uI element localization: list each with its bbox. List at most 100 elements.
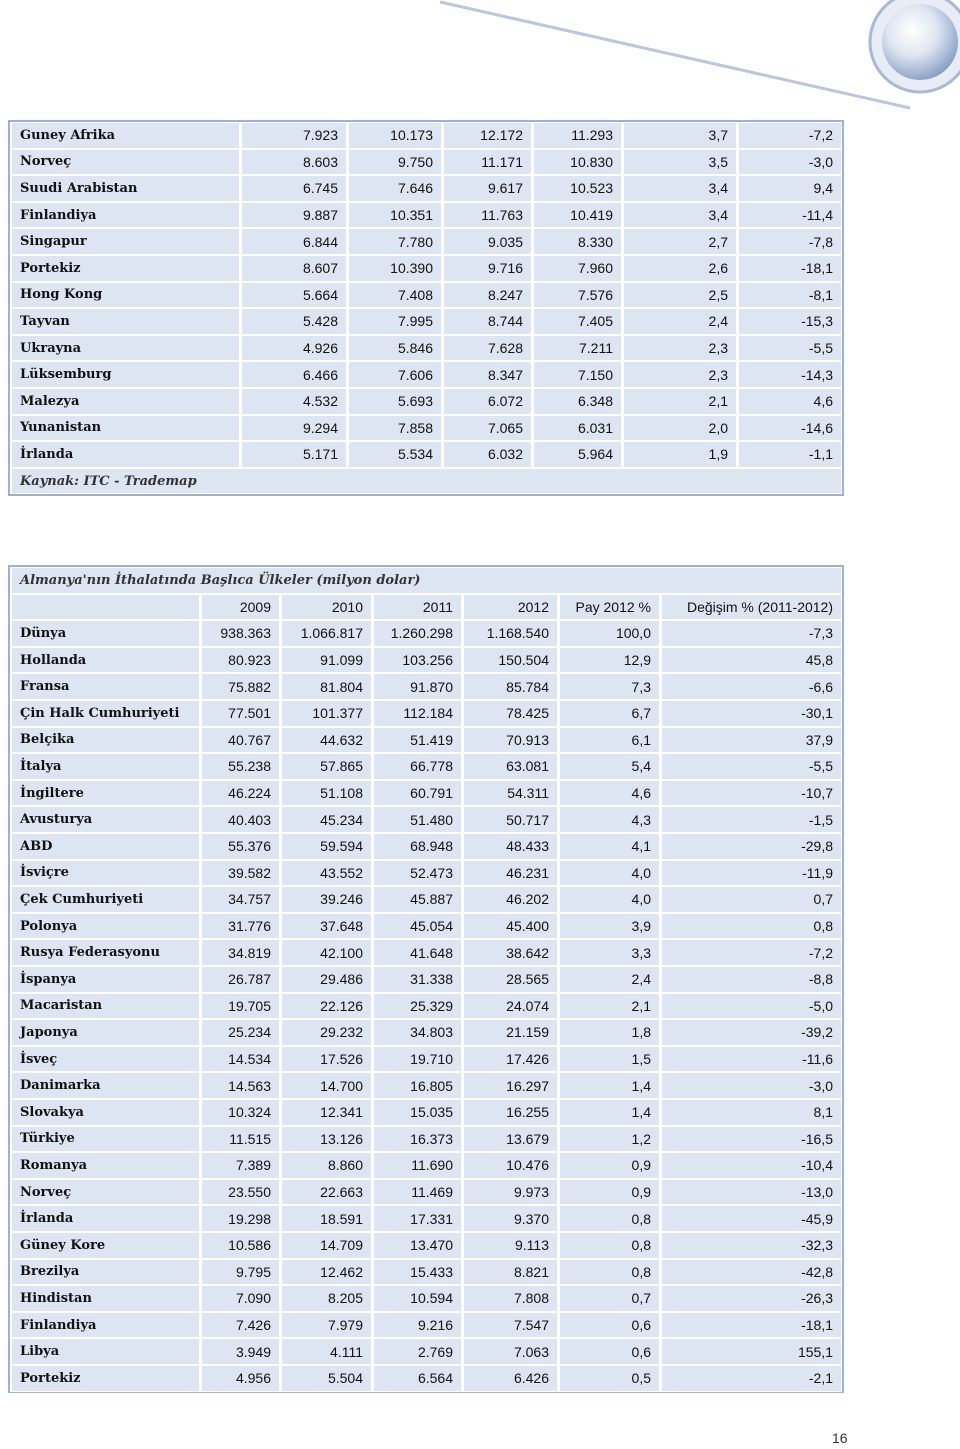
cell-value: 5.534 [347,441,442,468]
cell-value: 34.803 [372,1019,462,1046]
cell-value: 1.168.540 [462,620,558,647]
cell-value: -18,1 [737,255,842,282]
row-label: Avusturya [10,806,200,833]
table-row: Hollanda 80.923 91.099 103.256 150.504 12,9 45… [10,646,842,674]
table-row: Finlandiya 7.426 7.979 9.216 7.547 0,6 -18,1 [10,1311,842,1339]
cell-value: 2,3 [622,361,737,388]
cell-value: 9.973 [462,1178,558,1206]
cell-value: 3,9 [558,912,660,940]
row-label: Ukrayna [10,334,240,362]
cell-value: 6,1 [558,726,660,754]
cell-value: 25.234 [200,1019,280,1046]
cell-value: 2,5 [622,281,737,309]
cell-value: 8.205 [280,1285,372,1312]
cell-value: 85.784 [462,673,558,700]
cell-value: -13,0 [660,1178,842,1206]
cell-value: 6.348 [532,388,622,415]
cell-value: -7,2 [737,122,842,149]
cell-value: -3,0 [660,1072,842,1099]
cell-value: 9.887 [240,201,347,229]
cell-value: 8.744 [442,308,532,335]
row-label: Güney Kore [10,1232,200,1259]
cell-value: 45.054 [372,912,462,940]
cell-value: 12.462 [280,1258,372,1286]
cell-value: 13.679 [462,1125,558,1153]
cell-value: 12.341 [280,1099,372,1126]
cell-value: 16.805 [372,1072,462,1099]
cell-value: 43.552 [280,859,372,887]
cell-value: -30,1 [660,700,842,727]
header-cell: 2011 [372,593,462,621]
cell-value: 2.769 [372,1338,462,1365]
cell-value: 1.066.817 [280,620,372,647]
cell-value: 6.072 [442,388,532,415]
cell-value: 8.603 [240,148,347,176]
cell-value: 68.948 [372,833,462,860]
row-label: Brezilya [10,1258,200,1286]
row-label: İngiltere [10,779,200,807]
cell-value: 3,7 [622,122,737,149]
cell-value: 7.426 [200,1311,280,1339]
row-label: İsveç [10,1045,200,1073]
cell-value: -18,1 [660,1311,842,1339]
table-row: Yunanistan 9.294 7.858 7.065 6.031 2,0 -14,6 [10,414,842,442]
cell-value: 5,4 [558,753,660,780]
cell-value: 7.547 [462,1311,558,1339]
cell-value: 7.646 [347,175,442,202]
cell-value: 10.523 [532,175,622,202]
header-cell: 2009 [200,593,280,621]
cell-value: 31.776 [200,912,280,940]
cell-value: 1.260.298 [372,620,462,647]
header-cell: Değişim % (2011-2012) [660,593,842,621]
cell-value: 0,8 [558,1232,660,1259]
cell-value: 8.247 [442,281,532,309]
cell-value: 7.858 [347,414,442,442]
cell-value: 0,5 [558,1365,660,1392]
cell-value: 4,3 [558,806,660,833]
cell-value: 42.100 [280,939,372,966]
cell-value: 10.324 [200,1099,280,1126]
table-row: ABD 55.376 59.594 68.948 48.433 4,1 -29,8 [10,833,842,860]
row-label: Fransa [10,673,200,700]
cell-value: 9.716 [442,255,532,282]
cell-value: 11.469 [372,1178,462,1206]
cell-value: -7,2 [660,939,842,966]
cell-value: 9.294 [240,414,347,442]
table-row: Dünya 938.363 1.066.817 1.260.298 1.168.540 1… [10,620,842,647]
cell-value: 7.995 [347,308,442,335]
cell-value: 8.330 [532,228,622,255]
cell-value: 5.171 [240,441,347,468]
cell-value: 77.501 [200,700,280,727]
header-cell: 2012 [462,593,558,621]
cell-value: 38.642 [462,939,558,966]
cell-value: 9,4 [737,175,842,202]
cell-value: 24.074 [462,992,558,1020]
cell-value: 40.767 [200,726,280,754]
cell-value: 2,4 [558,966,660,993]
cell-value: 6.844 [240,228,347,255]
cell-value: 5.964 [532,441,622,468]
cell-value: 31.338 [372,966,462,993]
cell-value: 7.979 [280,1311,372,1339]
cell-value: 18.591 [280,1205,372,1232]
table-row: Belçika 40.767 44.632 51.419 70.913 6,1 37,9 [10,726,842,754]
table-row: Rusya Federasyonu 34.819 42.100 41.648 38.64… [10,939,842,966]
row-label: ABD [10,833,200,860]
row-label: Hindistan [10,1285,200,1312]
cell-value: 22.126 [280,992,372,1020]
table-row: Japonya 25.234 29.232 34.803 21.159 1,8 -39,2 [10,1019,842,1046]
cell-value: 0,9 [558,1178,660,1206]
table-row: Malezya 4.532 5.693 6.072 6.348 2,1 4,6 [10,388,842,415]
row-label: Belçika [10,726,200,754]
table-row: Lüksemburg 6.466 7.606 8.347 7.150 2,3 -14,3 [10,361,842,388]
table-row: Ukrayna 4.926 5.846 7.628 7.211 2,3 -5,5 [10,334,842,362]
table-row: Suudi Arabistan 6.745 7.646 9.617 10.523 3,4 9… [10,175,842,202]
cell-value: 4.956 [200,1365,280,1392]
cell-value: 3,5 [622,148,737,176]
cell-value: 45.234 [280,806,372,833]
cell-value: 100,0 [558,620,660,647]
row-label: Rusya Federasyonu [10,939,200,966]
cell-value: 10.173 [347,122,442,149]
row-label: Libya [10,1338,200,1365]
row-label: Yunanistan [10,414,240,442]
